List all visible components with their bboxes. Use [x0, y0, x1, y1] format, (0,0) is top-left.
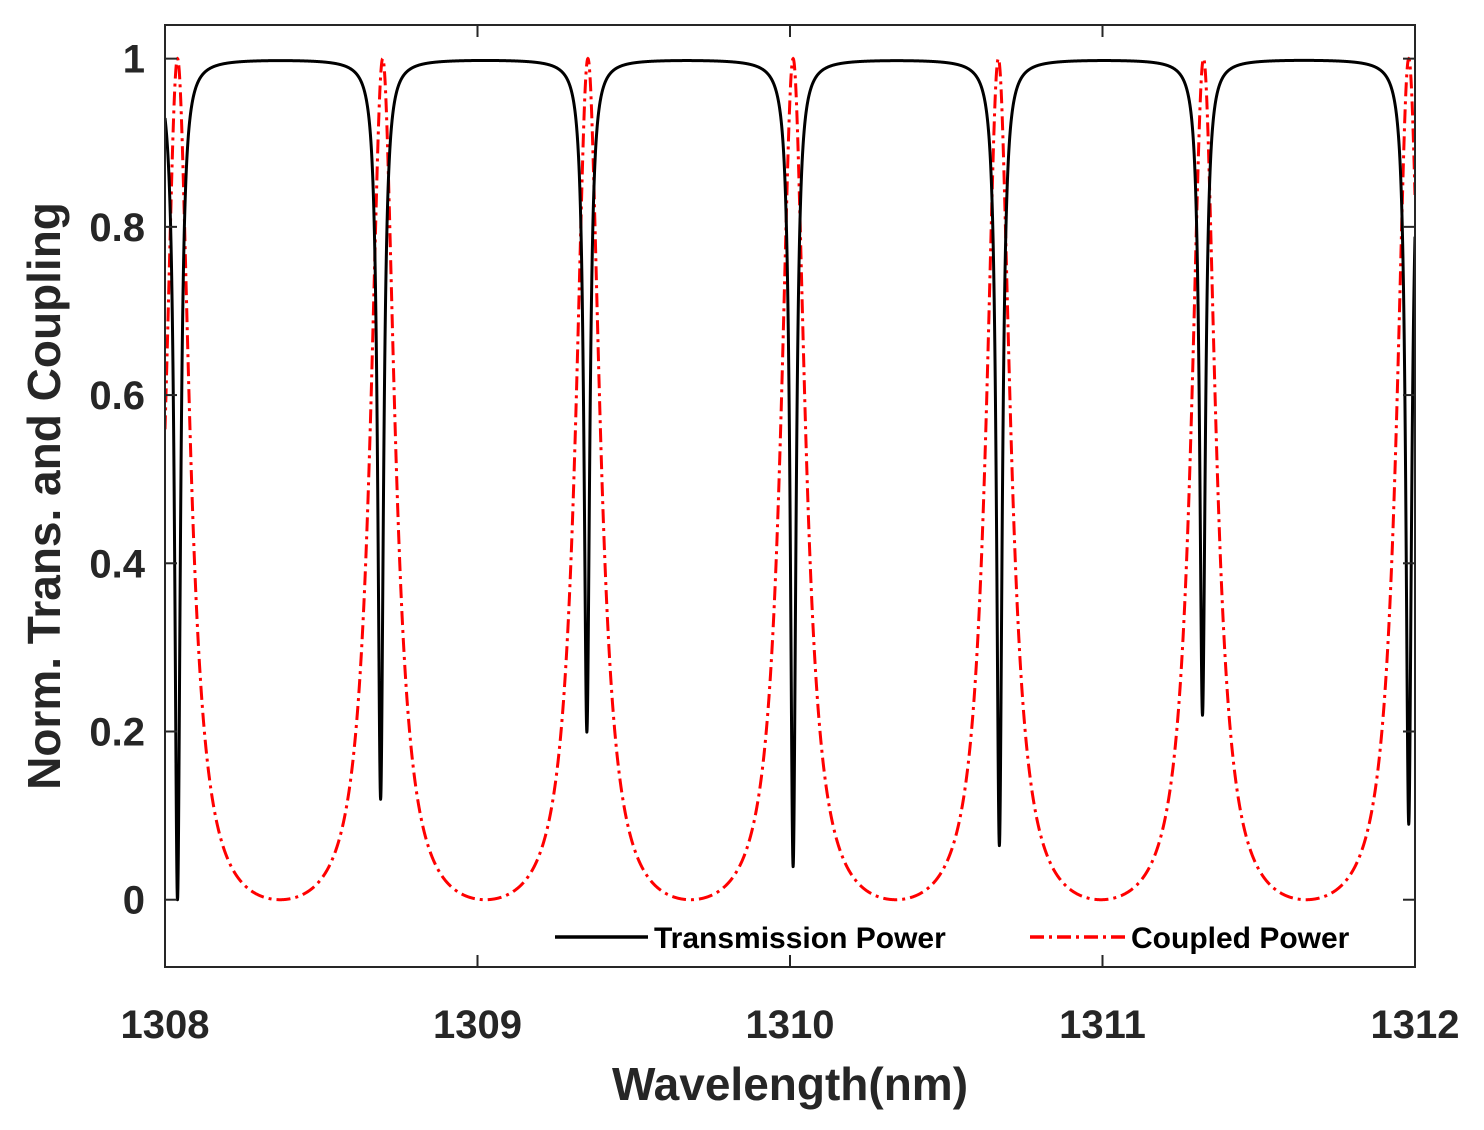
x-tick-label: 1309	[433, 1003, 522, 1047]
series-line-transmission-power	[165, 58, 1415, 902]
x-axis-title: Wavelength(nm)	[612, 1058, 968, 1110]
x-tick-label: 1308	[121, 1003, 210, 1047]
y-tick-label: 0.8	[89, 206, 145, 250]
legend: Transmission Power Coupled Power	[555, 922, 1350, 955]
x-tick-label: 1312	[1371, 1003, 1460, 1047]
y-tick-label: 0.6	[89, 374, 145, 418]
series-layer	[165, 56, 1415, 902]
y-tick-label: 0.2	[89, 711, 145, 755]
series-line-coupled-power	[165, 56, 1415, 902]
y-tick-label: 0	[123, 879, 145, 923]
plot-area	[164, 24, 1416, 968]
legend-label-coupled-power: Coupled Power	[1131, 922, 1350, 955]
x-tick-label: 1310	[746, 1003, 835, 1047]
y-tick-label: 0.4	[89, 542, 145, 586]
legend-label-transmission-power: Transmission Power	[654, 922, 946, 955]
axes-box	[164, 24, 1416, 968]
y-tick-label: 1	[123, 38, 145, 82]
x-tick-label: 1311	[1059, 1003, 1146, 1047]
y-axis-title: Norm. Trans. and Coupling	[18, 202, 70, 790]
